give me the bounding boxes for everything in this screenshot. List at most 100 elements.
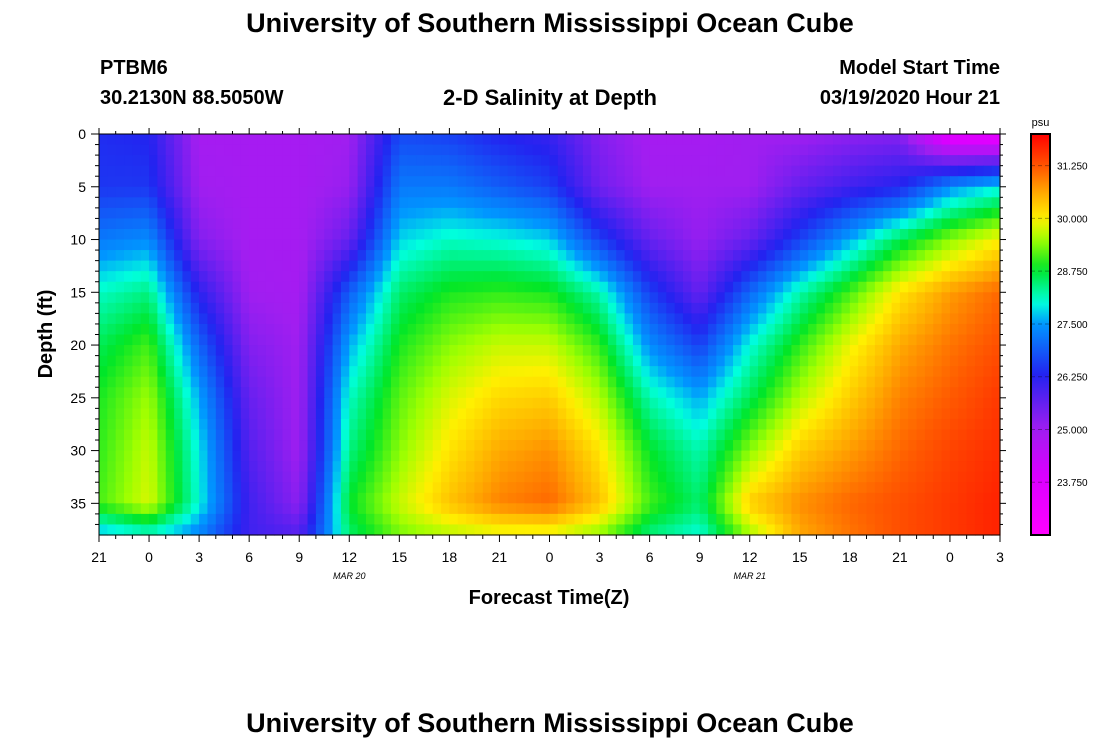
- heatmap-cell: [365, 376, 375, 388]
- heatmap-cell: [649, 197, 659, 209]
- heatmap-cell: [666, 228, 676, 241]
- heatmap-cell: [249, 366, 259, 378]
- heatmap-cell: [290, 503, 300, 515]
- heatmap-cell: [124, 450, 133, 462]
- heatmap-cell: [899, 450, 909, 462]
- heatmap-cell: [340, 144, 350, 156]
- heatmap-cell: [682, 471, 692, 483]
- heatmap-cell: [657, 186, 667, 198]
- heatmap-cell: [624, 228, 634, 241]
- heatmap-cell: [332, 355, 342, 367]
- heatmap-cell: [282, 186, 292, 198]
- heatmap-cell: [841, 197, 851, 209]
- heatmap-cell: [833, 334, 843, 346]
- heatmap-cell: [507, 376, 517, 388]
- heatmap-cell: [349, 334, 359, 346]
- heatmap-cell: [549, 186, 559, 198]
- heatmap-cell: [949, 313, 959, 325]
- heatmap-cell: [290, 207, 300, 220]
- heatmap-cell: [574, 250, 584, 262]
- heatmap-cell: [115, 524, 125, 536]
- heatmap-cell: [616, 239, 626, 251]
- heatmap-cell: [416, 355, 425, 367]
- heatmap-cell: [958, 418, 968, 431]
- colorbar-tick-label: 23.750: [1057, 478, 1088, 489]
- heatmap-cell: [507, 355, 517, 367]
- heatmap-cell: [766, 186, 776, 198]
- heatmap-cell: [416, 387, 425, 399]
- heatmap-cell: [624, 471, 634, 483]
- heatmap-cell: [858, 387, 868, 399]
- heatmap-cell: [224, 461, 234, 473]
- heatmap-cell: [524, 482, 534, 494]
- heatmap-cell: [99, 144, 108, 156]
- heatmap-cell: [741, 366, 751, 378]
- heatmap-cell: [99, 323, 108, 336]
- heatmap-cell: [324, 387, 334, 399]
- x-tick-label: 18: [842, 549, 858, 565]
- heatmap-cell: [808, 144, 818, 156]
- heatmap-cell: [449, 271, 459, 283]
- heatmap-cell: [808, 228, 818, 241]
- heatmap-cell: [849, 207, 859, 220]
- heatmap-cell: [774, 186, 784, 198]
- heatmap-cell: [858, 155, 868, 167]
- heatmap-cell: [474, 440, 484, 452]
- heatmap-cell: [774, 513, 784, 526]
- heatmap-cell: [841, 134, 851, 146]
- heatmap-cell: [365, 207, 375, 220]
- heatmap-cell: [149, 250, 158, 262]
- heatmap-cell: [916, 155, 926, 167]
- heatmap-cell: [566, 429, 576, 441]
- heatmap-cell: [132, 186, 142, 198]
- heatmap-cell: [549, 450, 559, 462]
- heatmap-cell: [891, 271, 901, 283]
- heatmap-cell: [858, 197, 868, 209]
- heatmap-cell: [482, 471, 492, 483]
- heatmap-cell: [416, 239, 425, 251]
- heatmap-cell: [240, 302, 250, 314]
- heatmap-cell: [966, 334, 976, 346]
- heatmap-cell: [624, 260, 634, 272]
- heatmap-cell: [791, 408, 801, 420]
- heatmap-cell: [607, 165, 617, 177]
- heatmap-cell: [883, 313, 893, 325]
- heatmap-cell: [758, 228, 767, 241]
- heatmap-cell: [491, 450, 501, 462]
- heatmap-cell: [199, 260, 209, 272]
- heatmap-cell: [549, 250, 559, 262]
- heatmap-cell: [524, 186, 534, 198]
- heatmap-cell: [307, 429, 317, 441]
- heatmap-cell: [265, 144, 275, 156]
- heatmap-cell: [207, 218, 217, 230]
- heatmap-cell: [733, 418, 742, 431]
- heatmap-cell: [182, 429, 192, 441]
- heatmap-cell: [958, 429, 968, 441]
- heatmap-cell: [365, 503, 375, 515]
- heatmap-cell: [824, 461, 834, 473]
- heatmap-cell: [983, 313, 993, 325]
- heatmap-cell: [124, 292, 133, 304]
- heatmap-cell: [599, 418, 609, 431]
- heatmap-cell: [507, 271, 517, 283]
- heatmap-cell: [674, 471, 684, 483]
- heatmap-cell: [282, 492, 292, 504]
- heatmap-cell: [708, 134, 717, 146]
- heatmap-cell: [641, 366, 651, 378]
- heatmap-cell: [741, 440, 751, 452]
- heatmap-cell: [332, 387, 342, 399]
- heatmap-cell: [257, 408, 267, 420]
- heatmap-cell: [224, 492, 234, 504]
- heatmap-cell: [574, 387, 584, 399]
- heatmap-cell: [115, 260, 125, 272]
- heatmap-cell: [349, 165, 359, 177]
- heatmap-cell: [282, 144, 292, 156]
- heatmap-cell: [949, 450, 959, 462]
- heatmap-cell: [549, 281, 559, 293]
- heatmap-cell: [357, 144, 367, 156]
- heatmap-cell: [282, 271, 292, 283]
- heatmap-cell: [215, 281, 225, 293]
- heatmap-cell: [324, 165, 334, 177]
- heatmap-cell: [799, 228, 809, 241]
- heatmap-cell: [582, 450, 592, 462]
